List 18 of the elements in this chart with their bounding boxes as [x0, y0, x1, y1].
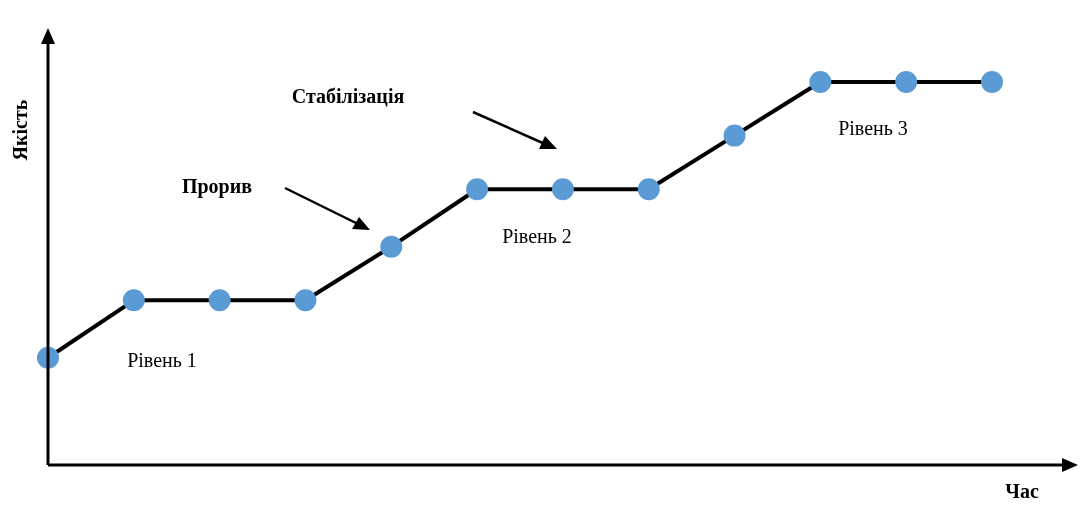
annotation: Стабілізація	[291, 85, 405, 108]
point	[122, 289, 145, 312]
point	[551, 178, 574, 201]
point	[895, 71, 918, 93]
point	[723, 124, 746, 147]
y-axis-title: Якість	[9, 99, 32, 161]
point	[466, 178, 489, 201]
annotation: Рівень 1	[127, 349, 197, 372]
point	[637, 178, 660, 201]
annotation: Рівень 3	[838, 117, 908, 140]
point	[981, 71, 1003, 93]
annotation: Прорив	[181, 175, 253, 199]
x-axis-title: Час	[1005, 480, 1039, 503]
point	[294, 289, 317, 312]
point	[809, 71, 832, 93]
annotation: Рівень 2	[502, 225, 572, 248]
point	[380, 235, 403, 258]
point	[208, 289, 231, 312]
